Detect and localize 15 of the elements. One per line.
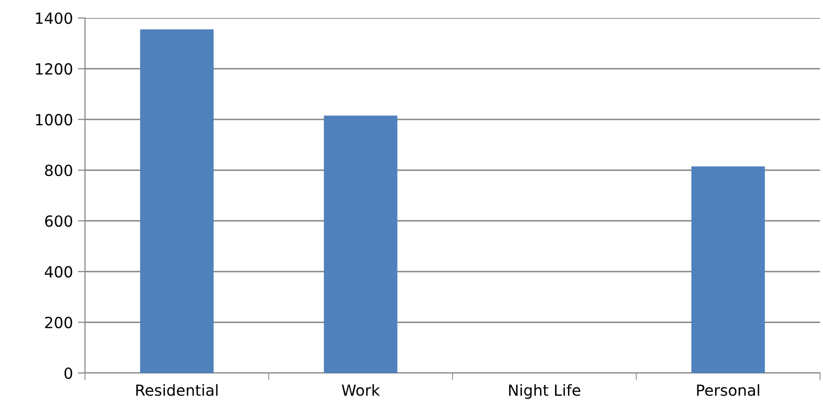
x-tick-label: Residential (136, 384, 218, 396)
y-tick-label: 400 (44, 266, 72, 278)
bar (140, 29, 214, 373)
y-tick-label: 600 (45, 215, 72, 227)
y-tick-label: 1400 (36, 12, 72, 24)
bar (324, 116, 398, 373)
y-tick-label: 1200 (36, 63, 72, 75)
x-tick-label: Night Life (509, 384, 580, 399)
y-tick-label: 0 (64, 367, 72, 380)
x-tick-label: Work (342, 384, 380, 396)
x-tick-label: Personal (697, 384, 760, 396)
y-tick-label: 1000 (36, 114, 72, 126)
y-tick-label: 200 (45, 316, 72, 328)
bar (691, 166, 765, 373)
y-tick-label: 800 (45, 164, 72, 176)
